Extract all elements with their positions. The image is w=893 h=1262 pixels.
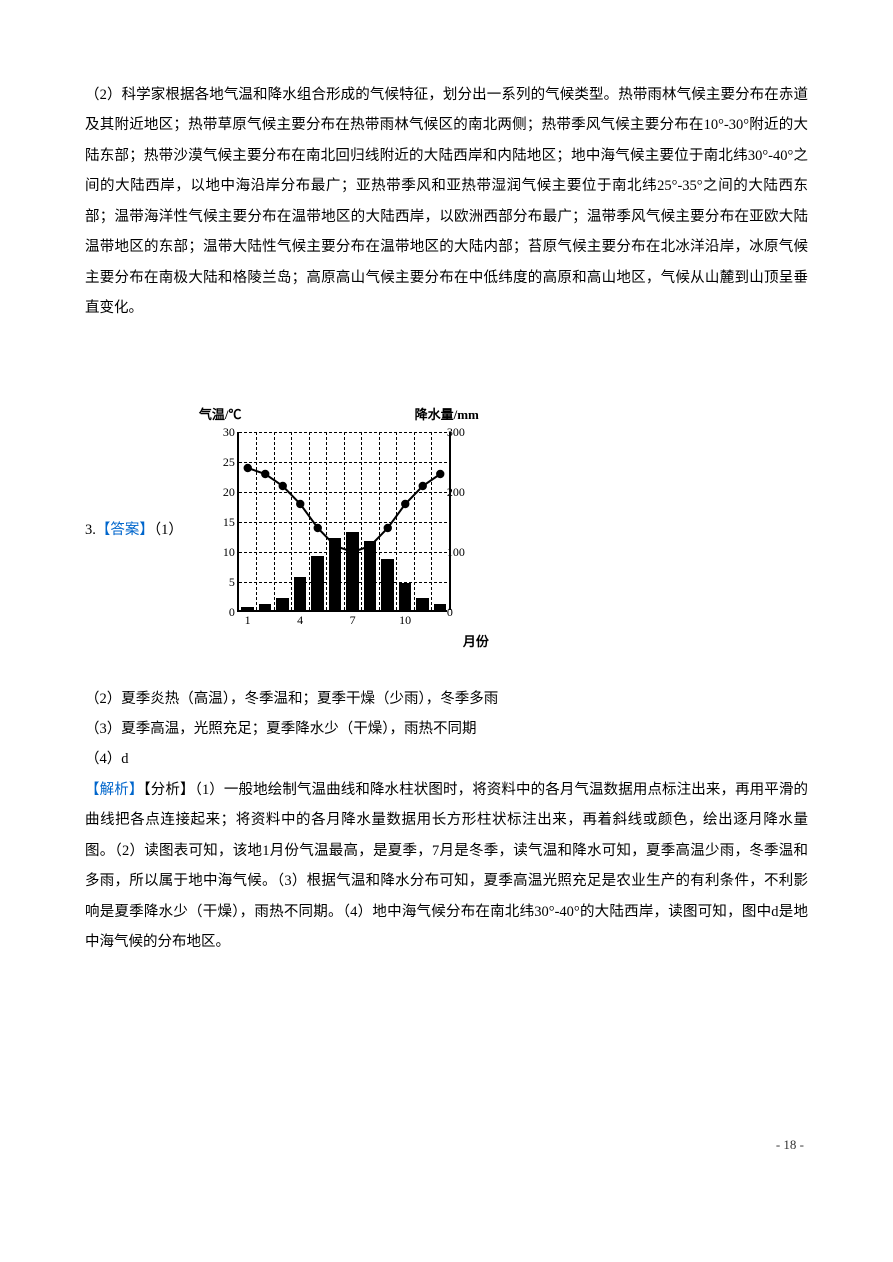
y-axis-left-title: 气温/℃ xyxy=(199,404,242,423)
chart-plot-area: 14710 xyxy=(237,432,447,612)
ytick-left: 15 xyxy=(211,515,235,530)
answer-4: （4）d xyxy=(85,744,808,774)
answer-3: （3）夏季高温，光照充足；夏季降水少（干燥），雨热不同期 xyxy=(85,714,808,744)
ytick-right: 0 xyxy=(447,605,477,620)
answer-2: （2）夏季炎热（高温），冬季温和；夏季干燥（少雨），冬季多雨 xyxy=(85,684,808,714)
ytick-left: 20 xyxy=(211,485,235,500)
ytick-right: 300 xyxy=(447,425,477,440)
part1-label: （1） xyxy=(154,522,183,538)
jiexi-label: 【解析】 xyxy=(85,782,143,798)
ytick-left: 30 xyxy=(211,425,235,440)
ytick-left: 5 xyxy=(211,575,235,590)
answer-row: 3.【答案】（1） 气温/℃ 降水量/mm 14710 月份 0 5 10 15 20 2… xyxy=(85,404,808,654)
page-number: - 18 - xyxy=(85,1137,808,1153)
answers-block: （2）夏季炎热（高温），冬季温和；夏季干燥（少雨），冬季多雨 （3）夏季高温，光… xyxy=(85,684,808,958)
ytick-left: 10 xyxy=(211,545,235,560)
x-axis-label: 月份 xyxy=(463,631,489,650)
answer-prefix: 3.【答案】（1） xyxy=(85,518,183,539)
intro-paragraph: （2）科学家根据各地气温和降水组合形成的气候特征，划分出一系列的气候类型。热带雨… xyxy=(85,80,808,324)
ytick-left: 0 xyxy=(211,605,235,620)
analysis-text: 【分析】（1）一般地绘制气温曲线和降水柱状图时，将资料中的各月气温数据用点标注出… xyxy=(85,782,808,950)
ytick-right: 200 xyxy=(447,485,477,500)
answer-label: 【答案】 xyxy=(96,522,154,538)
y-axis-right-title: 降水量/mm xyxy=(415,404,479,423)
ytick-left: 25 xyxy=(211,455,235,470)
climate-chart: 气温/℃ 降水量/mm 14710 月份 0510152025300100200… xyxy=(189,404,489,654)
temperature-line xyxy=(239,432,453,616)
q3-number: 3. xyxy=(85,522,96,538)
ytick-right: 100 xyxy=(447,545,477,560)
analysis-paragraph: 【解析】【分析】（1）一般地绘制气温曲线和降水柱状图时，将资料中的各月气温数据用… xyxy=(85,775,808,958)
